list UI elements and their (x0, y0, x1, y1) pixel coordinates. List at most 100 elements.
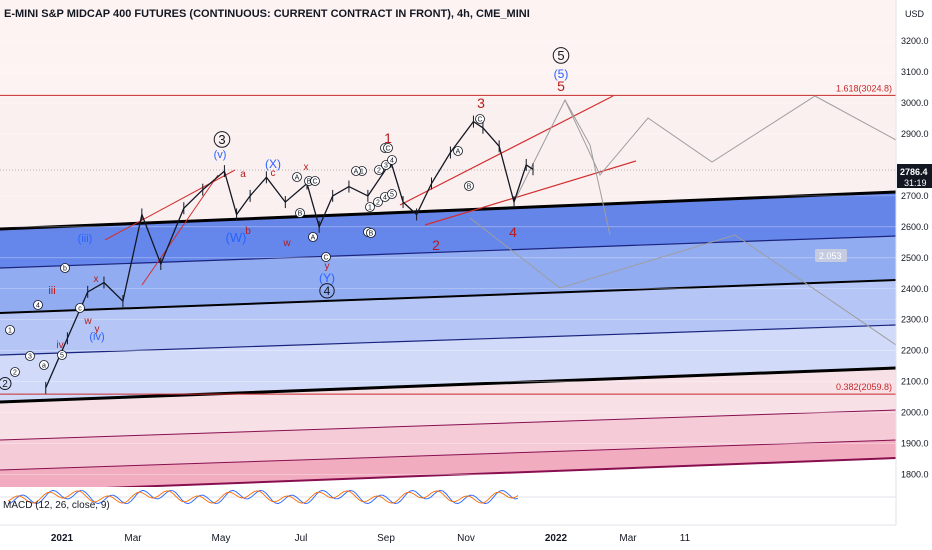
fib-level-label: 0.382(2059.8) (836, 382, 892, 392)
price-tick-label: 2900.0 (901, 129, 929, 139)
wave-label: iv (56, 340, 63, 351)
minor-wave-circle (387, 189, 397, 199)
minor-wave-circle (475, 114, 485, 124)
wave-label: 4 (509, 224, 517, 240)
wave-label: c (271, 168, 276, 179)
value-tag (815, 249, 847, 262)
minor-wave-circle (75, 303, 85, 313)
minor-wave-circle (33, 300, 43, 310)
price-tick-label: 2000.0 (901, 408, 929, 418)
minor-wave-circle (310, 176, 320, 186)
channel-line (0, 279, 897, 314)
wave-label: (W) (226, 230, 247, 245)
wave-label-circle (319, 283, 335, 299)
time-tick-label: Mar (124, 533, 142, 544)
minor-wave-label: 3 (384, 163, 388, 170)
wave-label: (Y) (319, 271, 335, 285)
wave-label: 1 (384, 130, 392, 146)
minor-wave-circle (383, 143, 393, 153)
minor-wave-label: A (311, 235, 316, 242)
minor-wave-circle (57, 350, 67, 360)
minor-wave-label: 2 (376, 200, 380, 207)
price-tick-label: 2400.0 (901, 284, 929, 294)
wave-label: w (83, 316, 92, 327)
minor-wave-label: 1 (8, 328, 12, 335)
wave-label: (5) (554, 67, 569, 81)
wave-label: 5 (557, 48, 564, 63)
wave-label: (X) (265, 157, 281, 171)
minor-wave-circle (373, 197, 383, 207)
channel-line (0, 439, 897, 471)
wave-label: w (282, 238, 291, 249)
channel-line (0, 324, 897, 356)
wave-label: 5 (557, 78, 565, 94)
minor-wave-circle (295, 208, 305, 218)
wave-label: 3 (477, 95, 485, 111)
minor-wave-circle (387, 155, 397, 165)
minor-wave-circle (365, 202, 375, 212)
chart-title: E-MINI S&P MIDCAP 400 FUTURES (CONTINUOU… (4, 8, 530, 20)
wave-label: y (95, 324, 100, 335)
minor-wave-label: A (354, 169, 359, 176)
channel-line (0, 409, 897, 441)
price-tick-label: 1900.0 (901, 439, 929, 449)
wave-label: (iv) (89, 331, 104, 343)
wave-label: x (94, 274, 99, 285)
minor-wave-label: a (42, 363, 46, 370)
minor-wave-circle (374, 165, 384, 175)
price-line (45, 120, 534, 389)
minor-wave-label: B (467, 184, 472, 191)
minor-wave-label: C (477, 117, 482, 124)
channel-band (0, 236, 896, 313)
price-tick-label: 2600.0 (901, 222, 929, 232)
time-tick-label: 2022 (545, 533, 568, 544)
minor-wave-circle (464, 181, 474, 191)
last-price-marker (897, 164, 932, 188)
red-trendline (104, 169, 236, 241)
minor-wave-circle (5, 325, 15, 335)
wave-label: (v) (214, 149, 227, 161)
channel-band (0, 280, 896, 355)
minor-wave-label: 2 (377, 168, 381, 175)
minor-wave-circle (292, 172, 302, 182)
minor-wave-circle (60, 263, 70, 273)
minor-wave-circle (453, 146, 463, 156)
wave-label-circle (0, 377, 12, 390)
wave-label: a (240, 169, 246, 180)
price-tick-label: 3000.0 (901, 98, 929, 108)
minor-wave-label: 1 (360, 169, 364, 176)
price-tick-label: 3100.0 (901, 67, 929, 77)
wave-label: iii (48, 285, 55, 297)
channel-line (0, 366, 897, 404)
time-axis (0, 525, 932, 550)
minor-wave-label: 4 (390, 158, 394, 165)
channel-line (0, 190, 897, 231)
price-tick-label: 2200.0 (901, 346, 929, 356)
wave-label: 2 (432, 237, 440, 253)
minor-wave-label: A (456, 149, 461, 156)
time-tick-label: 11 (680, 533, 691, 544)
minor-wave-label: 4 (36, 303, 40, 310)
last-price-countdown: 31:19 (904, 178, 927, 188)
channel-band (0, 410, 896, 470)
minor-wave-label: 1 (368, 205, 372, 212)
time-tick-label: Nov (457, 533, 475, 544)
projection-path (564, 95, 897, 176)
channel-line (0, 457, 897, 493)
minor-wave-circle (321, 252, 331, 262)
wave-label: (iii) (78, 233, 93, 245)
wave-label: b (245, 226, 251, 237)
time-tick-label: Jul (295, 533, 308, 544)
minor-wave-label: 5 (390, 192, 394, 199)
macd-label: MACD (12, 26, close, 9) (3, 500, 110, 511)
minor-wave-label: B (298, 211, 303, 218)
channel-band (0, 325, 896, 402)
macd-pane (0, 487, 896, 525)
time-tick-label: Sep (377, 533, 395, 544)
price-tick-label: 3200.0 (901, 36, 929, 46)
channel-band (0, 192, 896, 268)
red-trendline (141, 174, 219, 286)
projection-path (469, 217, 897, 346)
